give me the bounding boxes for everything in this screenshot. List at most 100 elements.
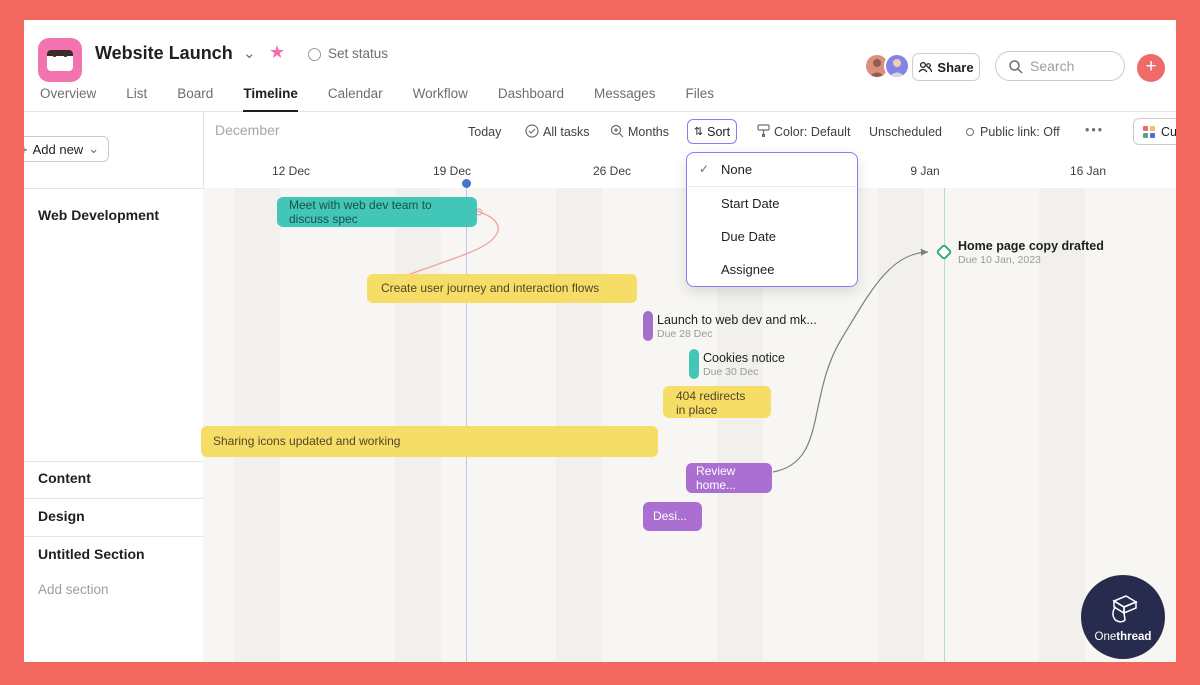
task-bar-user-journey[interactable]: Create user journey and interaction flow… — [367, 274, 637, 303]
avatar[interactable] — [884, 53, 910, 79]
milestone-guide-line — [944, 188, 945, 662]
tab-list[interactable]: List — [126, 86, 148, 101]
tab-calendar[interactable]: Calendar — [327, 86, 383, 101]
add-new-button[interactable]: + Add new ⌄ — [10, 136, 110, 162]
customize-grid-icon — [1143, 125, 1155, 138]
milestone-title: Cookies notice — [703, 351, 785, 365]
option-label: None — [721, 162, 753, 177]
tab-messages[interactable]: Messages — [593, 86, 656, 101]
section-web-development[interactable]: Web Development — [38, 207, 160, 223]
date-tick: 12 Dec — [271, 164, 311, 178]
logo-text: Onethread — [1094, 630, 1152, 643]
add-new-label: Add new — [32, 141, 84, 157]
today-button[interactable]: Today — [468, 125, 502, 139]
weekend-band — [395, 188, 441, 662]
status-circle-icon — [308, 48, 321, 61]
check-circle-icon — [525, 124, 539, 138]
check-icon: ✓ — [699, 162, 710, 176]
date-tick: 19 Dec — [432, 164, 472, 178]
search-input[interactable] — [1030, 58, 1115, 74]
sort-arrows-icon: ⇅ — [693, 126, 704, 138]
menu-separator — [688, 186, 856, 187]
task-label: Meet with web dev team to discuss spec — [289, 197, 432, 226]
color-setting-button[interactable]: Color: Default — [774, 125, 851, 139]
task-bar-meet-web-dev[interactable]: Meet with web dev team to discuss spec — [277, 197, 477, 227]
frame-border — [0, 0, 1200, 20]
task-bar-review-home[interactable]: Review home... — [686, 463, 772, 493]
tab-dashboard[interactable]: Dashboard — [497, 86, 564, 101]
sort-option-start-date[interactable]: Start Date — [687, 187, 857, 220]
milestone-title: Home page copy drafted — [958, 239, 1104, 253]
chevron-down-icon: ⌄ — [88, 141, 100, 156]
people-icon — [918, 61, 933, 73]
favorite-star-icon[interactable]: ★ — [269, 42, 286, 62]
milestone-title: Launch to web dev and mk... — [657, 313, 817, 327]
option-label: Due Date — [721, 229, 776, 244]
all-tasks-filter[interactable]: All tasks — [543, 125, 590, 139]
date-tick: 16 Jan — [1069, 164, 1107, 178]
cube-icon — [1112, 594, 1138, 622]
section-content[interactable]: Content — [38, 470, 91, 486]
add-section-button[interactable]: Add section — [38, 582, 109, 597]
sort-option-due-date[interactable]: Due Date — [687, 220, 857, 253]
section-untitled[interactable]: Untitled Section — [38, 546, 145, 562]
weekend-band — [556, 188, 602, 662]
unscheduled-button[interactable]: Unscheduled — [869, 125, 942, 139]
frame-border — [0, 0, 24, 685]
milestone-due: Due 30 Dec — [703, 366, 759, 378]
zoom-level-button[interactable]: Months — [628, 125, 669, 139]
today-marker-dot — [462, 179, 471, 188]
add-task-button[interactable]: + — [1137, 54, 1165, 82]
task-label: Review home... — [696, 464, 737, 492]
task-label: Desi... — [653, 509, 688, 523]
frame-border — [1176, 0, 1200, 685]
date-tick: 26 Dec — [592, 164, 632, 178]
search-box[interactable] — [995, 51, 1125, 81]
task-bar-design[interactable]: Desi... — [643, 502, 702, 531]
chevron-down-icon[interactable]: ⌄ — [243, 45, 256, 62]
sort-dropdown-menu: ✓ None Start Date Due Date Assignee — [686, 152, 858, 287]
public-link-icon — [966, 128, 974, 136]
onethread-logo: Onethread — [1081, 575, 1165, 659]
task-label: 404 redirects in place — [676, 389, 746, 418]
calendar-icon — [47, 49, 73, 71]
project-icon[interactable] — [38, 38, 82, 82]
search-icon — [1009, 59, 1023, 74]
tab-overview[interactable]: Overview — [40, 86, 97, 101]
tab-workflow[interactable]: Workflow — [412, 86, 468, 101]
more-options-icon[interactable]: ••• — [1085, 123, 1105, 137]
tab-timeline[interactable]: Timeline — [243, 86, 298, 112]
tab-bar: Overview List Board Timeline Calendar Wo… — [40, 86, 714, 112]
public-link-button[interactable]: Public link: Off — [980, 125, 1060, 139]
milestone-due: Due 28 Dec — [657, 328, 713, 340]
weekend-band — [1039, 188, 1085, 662]
frame-border — [0, 662, 1200, 685]
task-label: Create user journey and interaction flow… — [381, 281, 600, 295]
sort-option-assignee[interactable]: Assignee — [687, 253, 857, 286]
sort-button[interactable]: ⇅ Sort — [687, 119, 737, 144]
milestone-pill-launch[interactable] — [643, 311, 653, 341]
option-label: Assignee — [721, 262, 775, 277]
sort-label: Sort — [707, 124, 731, 139]
task-bar-404-redirects[interactable]: 404 redirects in place — [663, 386, 771, 418]
sort-option-none[interactable]: ✓ None — [687, 153, 857, 186]
today-line — [466, 186, 467, 662]
zoom-in-icon — [610, 124, 624, 138]
task-bar-sharing-icons[interactable]: Sharing icons updated and working — [201, 426, 658, 457]
avatar[interactable] — [864, 53, 890, 79]
set-status-button[interactable]: Set status — [328, 46, 389, 61]
header-divider — [24, 111, 1176, 112]
weekend-band — [878, 188, 924, 662]
share-label: Share — [937, 59, 974, 75]
section-design[interactable]: Design — [38, 508, 85, 524]
tab-board[interactable]: Board — [177, 86, 214, 101]
period-label: December — [215, 122, 280, 138]
milestone-pill-cookies[interactable] — [689, 349, 699, 379]
tab-files[interactable]: Files — [685, 86, 714, 101]
color-icon — [757, 124, 770, 137]
option-label: Start Date — [721, 196, 780, 211]
milestone-due: Due 10 Jan, 2023 — [958, 254, 1041, 266]
share-button[interactable]: Share — [912, 53, 980, 81]
date-tick: 9 Jan — [910, 164, 940, 178]
